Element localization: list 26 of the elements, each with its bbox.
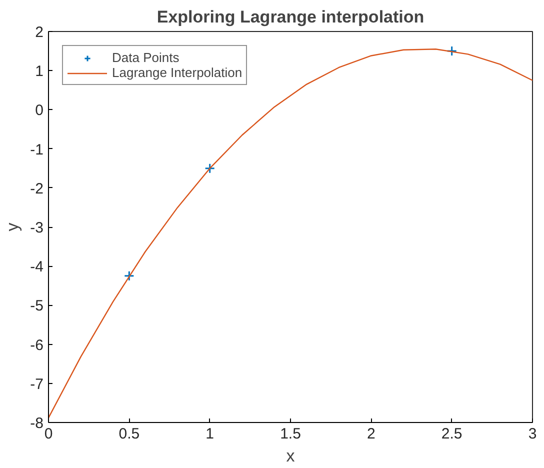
x-tick-label: 0.5 (118, 426, 140, 442)
x-tick-label: 1 (206, 426, 214, 442)
y-tick-label: -8 (30, 415, 44, 432)
y-tick-label: 2 (35, 24, 44, 41)
y-tick-label: -7 (30, 376, 44, 393)
x-tick-label: 1.5 (280, 426, 301, 442)
y-tick-label: -5 (30, 298, 44, 315)
point (446, 46, 458, 56)
x-tick-label: 3 (528, 426, 537, 442)
line-series (48, 48, 532, 418)
y-axis-title: y (3, 222, 22, 232)
legend-label: Lagrange Interpolation (112, 65, 242, 80)
y-tick-label: -6 (30, 336, 44, 354)
x-tick-label: 2.5 (441, 426, 462, 442)
y-tick-label: 1 (35, 63, 44, 80)
y-tick-label: -3 (30, 220, 44, 236)
x-axis-title: x (286, 446, 296, 466)
chart-title: Exploring Lagrange interpolation (156, 8, 424, 26)
y-tick-label: -1 (30, 141, 44, 158)
legend-label: Data Points (112, 50, 180, 65)
y-tick-label: -2 (30, 180, 44, 198)
y-tick-label: -4 (30, 258, 44, 276)
x-tick-label: 2 (366, 426, 376, 442)
y-tick-label: 0 (35, 102, 44, 120)
point (204, 163, 216, 174)
point (124, 270, 134, 282)
